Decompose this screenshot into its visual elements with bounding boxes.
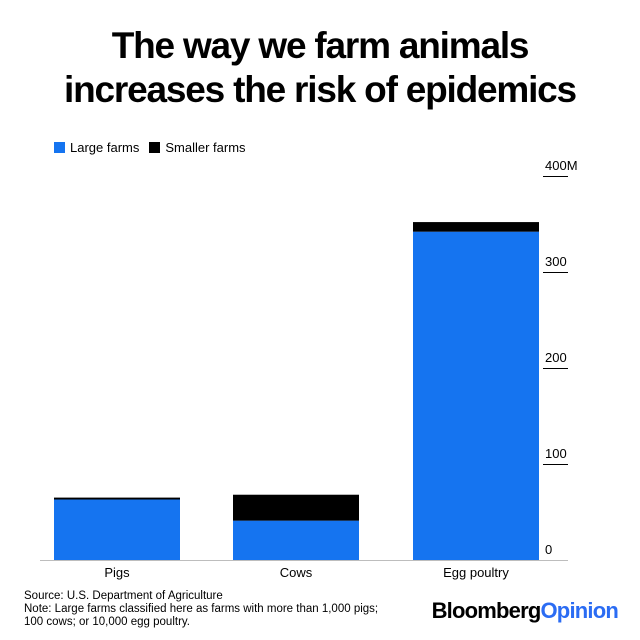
bar-egg-poultry-smaller-farms (413, 222, 539, 232)
bar-pigs-large-farms (54, 499, 180, 560)
bar-egg-poultry-large-farms (413, 231, 539, 560)
chart-title-line-1: The way we farm animals (111, 25, 530, 66)
y-tick-label-0: 0 (545, 542, 552, 557)
legend: Large farms Smaller farms (54, 140, 256, 155)
x-tick-label-cows: Cows (280, 565, 313, 580)
x-tick-label-pigs: Pigs (104, 565, 130, 580)
bar-pigs-smaller-farms (54, 497, 180, 500)
footnote-line-2: 100 cows; or 10,000 egg poultry. (24, 616, 191, 628)
legend-swatch-smaller-farms (149, 142, 161, 153)
legend-swatch-large-farms (54, 142, 65, 153)
footer: Source: U.S. Department of Agriculture N… (24, 590, 404, 629)
legend-label-smaller-farms: Smaller farms (165, 140, 246, 155)
bar-cows-large-farms (233, 520, 359, 560)
legend-label-large-farms: Large farms (70, 140, 140, 155)
legend-item-smaller-farms: Smaller farms (149, 140, 246, 155)
x-tick-label-egg-poultry: Egg poultry (443, 565, 509, 580)
brand-logo-opinion: Opinion (540, 598, 619, 623)
legend-item-large-farms: Large farms (54, 140, 139, 155)
chart-title: The way we farm animals increases the ri… (0, 24, 640, 112)
bar-cows-smaller-farms (233, 494, 359, 521)
brand-logo-bloomberg: Bloomberg (431, 598, 542, 623)
footnote-line-1: Note: Large farms classified here as far… (24, 603, 379, 615)
y-tick-label-300: 300 (545, 254, 567, 269)
brand-logo: BloombergOpinion (431, 598, 619, 624)
chart-title-line-2: increases the risk of epidemics (64, 69, 577, 110)
y-tick-label-400: 400M (545, 158, 578, 173)
y-tick-label-200: 200 (545, 350, 567, 365)
source-note: Source: U.S. Department of Agriculture (24, 590, 223, 602)
y-tick-label-100: 100 (545, 446, 567, 461)
